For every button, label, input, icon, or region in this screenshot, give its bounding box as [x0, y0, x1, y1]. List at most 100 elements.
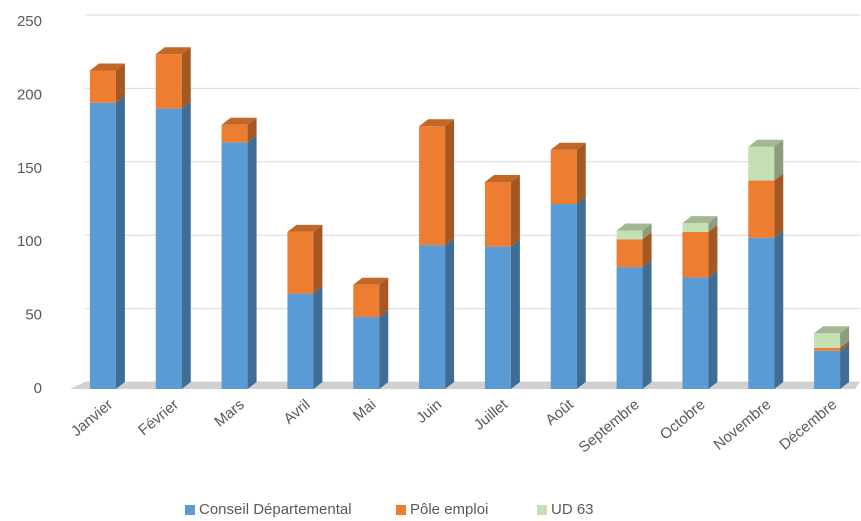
bar-segment [353, 277, 389, 318]
bar-front [155, 54, 182, 109]
bar-front [682, 277, 709, 389]
bar-front [419, 245, 446, 389]
bar-segment [814, 326, 850, 348]
bar-side [642, 232, 652, 268]
x-tick-label: Avril [280, 396, 313, 428]
bar-front [616, 230, 643, 240]
bar-segment [748, 230, 784, 389]
y-tick-label: 250 [17, 13, 42, 30]
bar-segment [814, 343, 850, 389]
bar-side [708, 216, 718, 232]
bar-top [155, 47, 191, 55]
bar-segment [221, 117, 257, 143]
bar-front [550, 204, 577, 389]
x-tick-label: Décembre [776, 396, 840, 454]
bar-front [748, 146, 775, 181]
legend-swatch [396, 505, 406, 515]
bar-front [682, 223, 709, 232]
bar-segment [682, 270, 718, 389]
bar-front [221, 142, 248, 389]
bar-side [774, 173, 784, 238]
bar-side [576, 197, 586, 389]
x-tick-label: Juillet [471, 396, 512, 434]
bar-segment [550, 197, 586, 389]
bar-top [419, 119, 455, 127]
bar-segment [89, 95, 125, 390]
bar-segment [287, 286, 323, 389]
y-tick-label: 200 [17, 86, 42, 103]
bar-top [682, 216, 718, 224]
bar-segment [484, 175, 520, 247]
bar-side [247, 117, 257, 143]
bar-side [247, 135, 257, 389]
bar-front [616, 267, 643, 389]
bar-side [379, 310, 389, 389]
bar-segment [814, 340, 850, 351]
bar-top [814, 326, 850, 334]
legend-label: Pôle emploi [410, 501, 488, 518]
bar-side [313, 224, 323, 294]
legend-label: UD 63 [551, 501, 594, 518]
bar-segment [748, 173, 784, 238]
bar-side [774, 230, 784, 389]
bar-front [419, 126, 446, 246]
bar-front [155, 108, 182, 389]
x-tick-label: Janvier [68, 396, 116, 440]
bar-segment [748, 139, 784, 181]
bar-segment [221, 135, 257, 389]
bar-side [774, 139, 784, 181]
legend-swatch [537, 505, 547, 515]
bar-front [550, 149, 577, 205]
bar-segment [287, 224, 323, 294]
bar-top [353, 277, 389, 285]
y-tick-label: 100 [17, 233, 42, 250]
legend-label: Conseil Départemental [199, 501, 352, 518]
bar-segment [682, 224, 718, 278]
bar-side [840, 343, 850, 389]
x-tick-label: Août [542, 396, 577, 429]
bar-front [353, 284, 380, 318]
bar-side [181, 101, 191, 389]
x-tick-label: Février [135, 396, 182, 439]
bar-top [221, 117, 257, 125]
bar-side [379, 277, 389, 318]
x-tick-label: Mars [211, 396, 247, 430]
bar-side [576, 142, 586, 205]
bar-side [642, 223, 652, 240]
bar-side [181, 47, 191, 109]
bar-segment [616, 223, 652, 240]
bar-front [814, 333, 841, 348]
bar-segment [550, 142, 586, 205]
bar-front [748, 237, 775, 389]
bar-front [484, 246, 511, 389]
bar-segment [682, 216, 718, 232]
bar-front [287, 293, 314, 389]
y-tick-label: 50 [25, 307, 42, 324]
bar-front [89, 102, 116, 390]
bar-side [445, 119, 455, 246]
bar-front [814, 350, 841, 389]
bar-top [484, 175, 520, 183]
bar-top [287, 224, 323, 232]
bar-segment [89, 63, 125, 103]
bar-segment [419, 238, 455, 389]
bar-side [115, 95, 125, 390]
bar-front [89, 70, 116, 103]
bar-side [115, 63, 125, 103]
bar-front [616, 239, 643, 268]
bar-front [221, 124, 248, 143]
bar-side [840, 340, 850, 351]
legend-swatch [185, 505, 195, 515]
bar-top [89, 63, 125, 71]
bar-side [313, 286, 323, 389]
bar-front [353, 317, 380, 389]
bar-segment [155, 101, 191, 389]
bar-front [682, 231, 709, 278]
bar-front [287, 231, 314, 294]
bar-top [550, 142, 586, 150]
floor [70, 382, 860, 389]
bar-top [616, 223, 652, 231]
x-tick-label: Octobre [657, 396, 709, 443]
bar-front [814, 347, 841, 351]
bar-segment [353, 310, 389, 389]
